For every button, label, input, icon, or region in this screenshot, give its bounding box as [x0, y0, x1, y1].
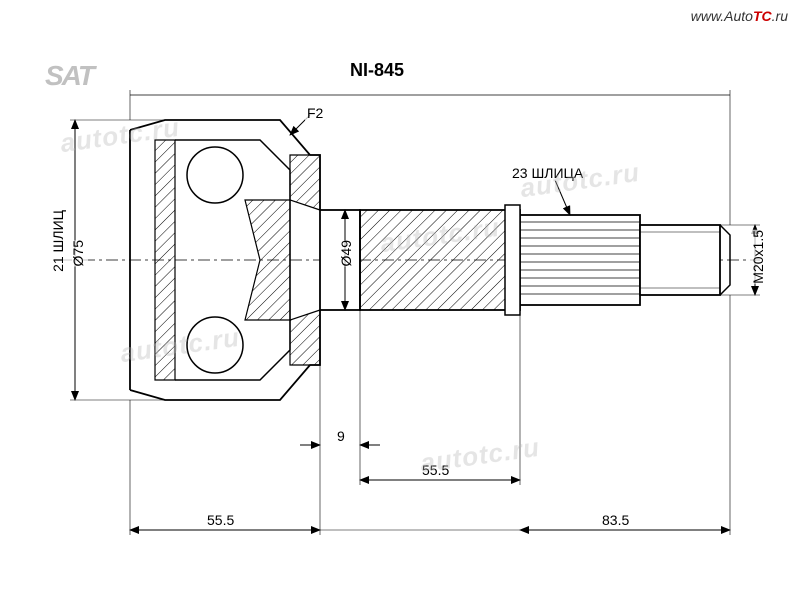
- dim-right-spline: 23 ШЛИЦА: [510, 165, 585, 181]
- dim-inner-diameter: Ø49: [336, 240, 356, 266]
- dim-f2: F2: [305, 105, 325, 121]
- sat-logo: SAT: [45, 60, 93, 92]
- url-prefix: www.: [691, 8, 724, 24]
- url-suffix: .ru: [772, 8, 788, 24]
- dim-bottom-left: 55.5: [205, 512, 236, 528]
- dim-offset-9: 9: [335, 428, 347, 444]
- dim-outer-diameter: Ø75: [68, 240, 88, 266]
- site-url: www.AutoTC.ru: [691, 8, 788, 24]
- dim-thread: M20x1.5: [748, 230, 768, 284]
- part-number-title: NI-845: [350, 60, 404, 81]
- dim-left-spline: 21 ШЛИЦ: [48, 210, 68, 272]
- url-main: Auto: [724, 8, 753, 24]
- technical-drawing: [0, 0, 800, 600]
- url-accent: TC: [753, 8, 772, 24]
- dim-bottom-mid: 55.5: [420, 462, 451, 478]
- diagram-canvas: NI-845 SAT www.AutoTC.ru 21 ШЛИЦ Ø75 Ø49…: [0, 0, 800, 600]
- dim-bottom-right: 83.5: [600, 512, 631, 528]
